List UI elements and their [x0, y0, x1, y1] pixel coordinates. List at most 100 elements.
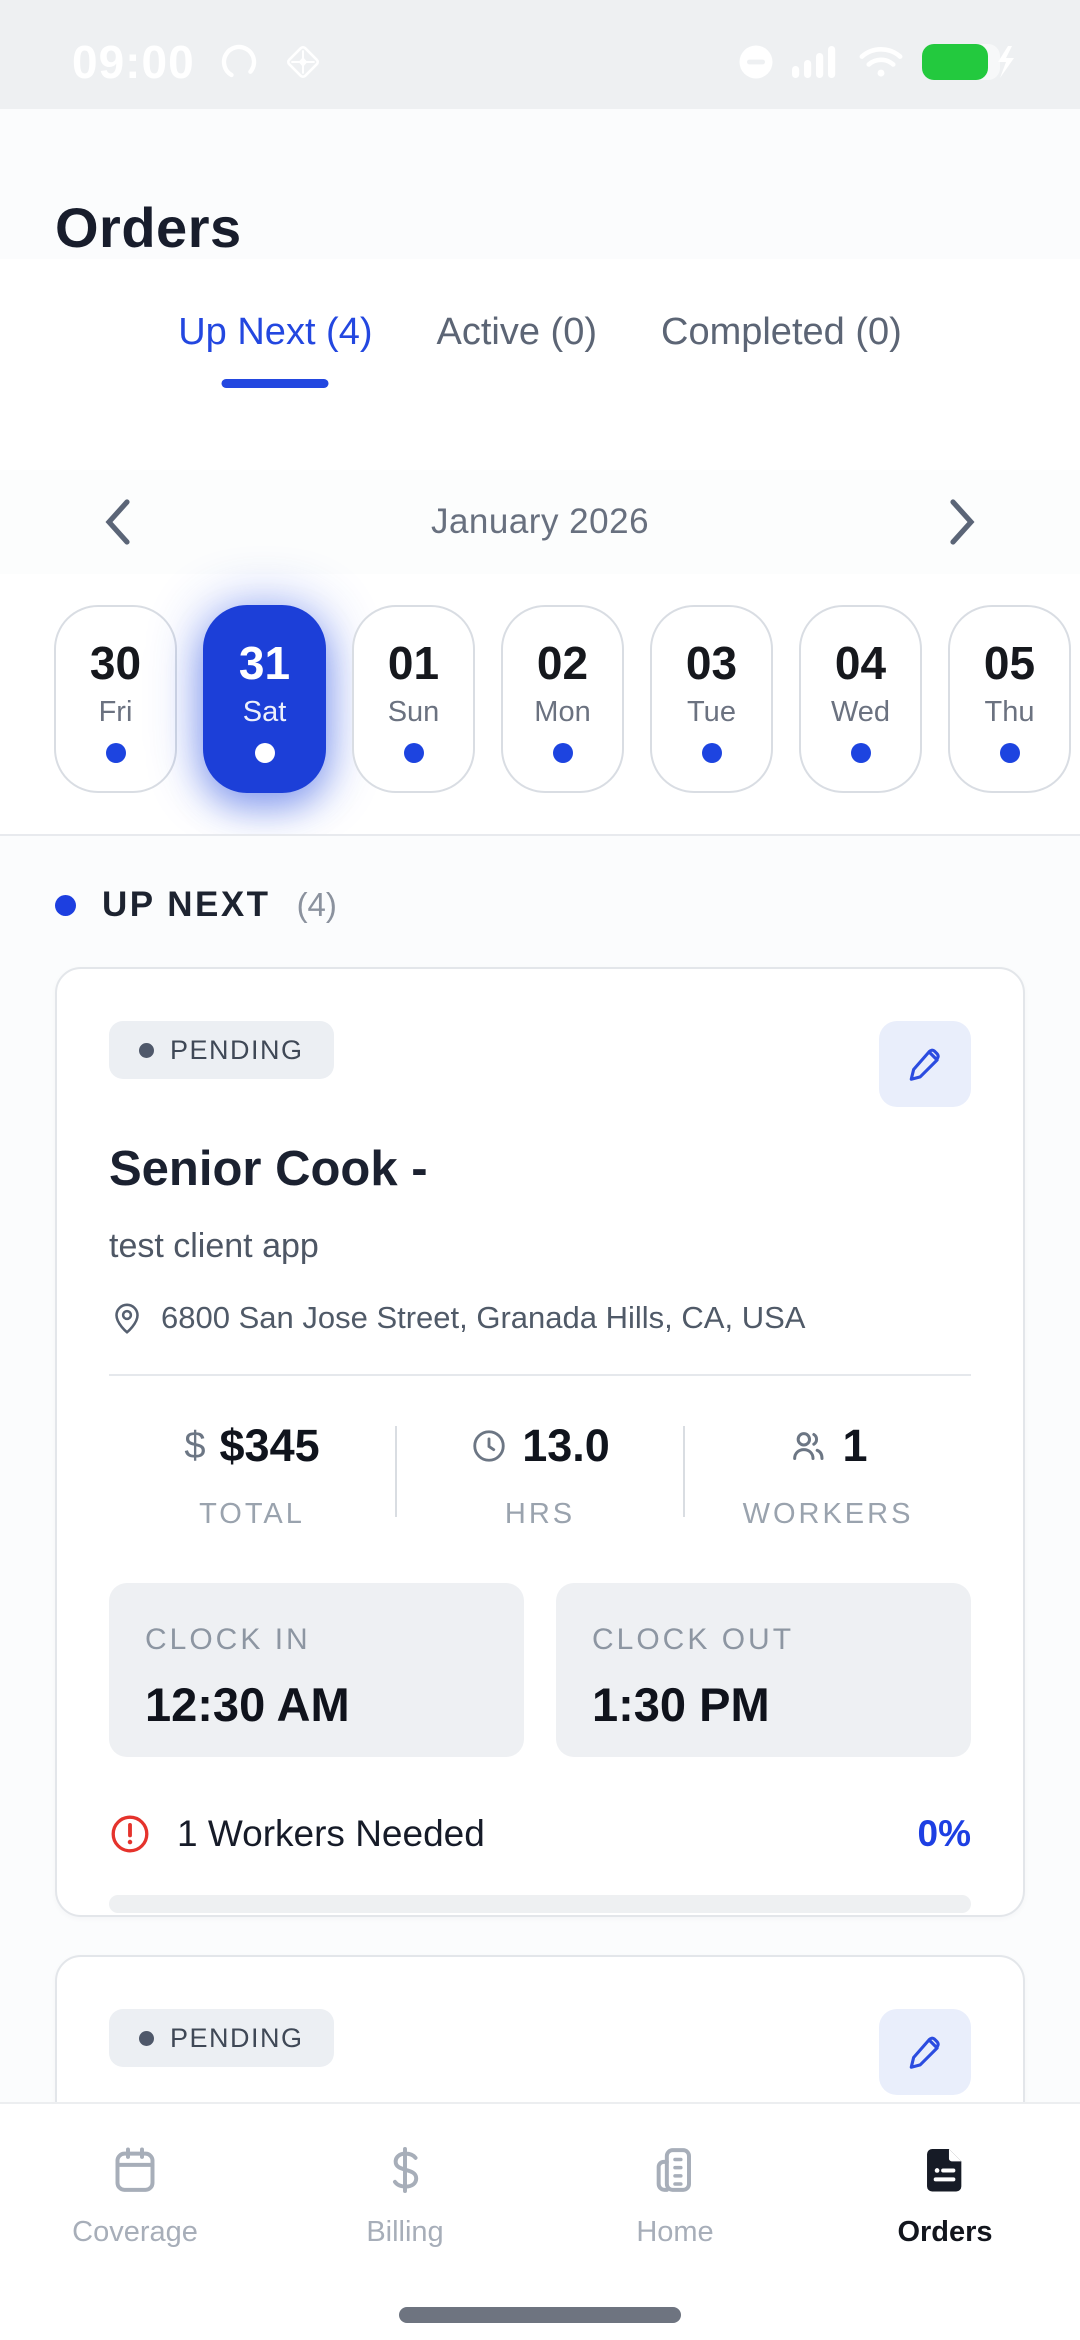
- edit-order-button[interactable]: [879, 2009, 971, 2095]
- tab-completed-label: Completed (0): [661, 311, 902, 353]
- nav-item-coverage[interactable]: Coverage: [0, 2104, 270, 2264]
- nav-label-orders: Orders: [897, 2216, 993, 2248]
- document-icon: [917, 2142, 973, 2198]
- date-pill-04[interactable]: 04 Wed: [799, 605, 922, 793]
- battery-charging-icon: [920, 40, 1020, 84]
- stat-workers: 1 WORKERS: [685, 1420, 971, 1531]
- date-dot: [999, 742, 1020, 763]
- page-title: Orders: [55, 196, 242, 259]
- nav-label-billing: Billing: [366, 2216, 444, 2248]
- prev-month-button[interactable]: [96, 496, 140, 548]
- fill-progress-bar: [109, 1895, 971, 1913]
- date-weekday: Sun: [387, 695, 440, 728]
- location-pin-icon: [109, 1300, 145, 1336]
- date-pill-31-selected[interactable]: 31 Sat: [203, 605, 326, 793]
- date-weekday: Tue: [687, 695, 736, 728]
- tab-up-next-label: Up Next (4): [178, 311, 373, 353]
- stat-separator: [683, 1426, 685, 1517]
- order-title: Senior Cook -: [109, 1142, 428, 1196]
- date-pill-30[interactable]: 30 Fri: [54, 605, 177, 793]
- order-client: test client app: [109, 1227, 319, 1265]
- date-number: 31: [238, 636, 291, 689]
- stat-hours-value: 13.0: [522, 1420, 610, 1471]
- tab-active-label: Active (0): [436, 311, 597, 353]
- stat-separator: [395, 1426, 397, 1517]
- workers-needed-text: 1 Workers Needed: [177, 1813, 485, 1854]
- clock-out-label: CLOCK OUT: [592, 1623, 795, 1656]
- dollar-icon: [377, 2142, 433, 2198]
- date-weekday: Sat: [242, 695, 287, 728]
- page-header: Orders: [0, 109, 1080, 259]
- month-navigator: January 2026: [0, 470, 1080, 574]
- month-label: January 2026: [430, 502, 650, 541]
- date-number: 30: [89, 636, 142, 689]
- date-weekday: Thu: [984, 695, 1035, 728]
- stat-total-value: $345: [219, 1420, 320, 1471]
- calendar-icon: [107, 2142, 163, 2198]
- next-month-button[interactable]: [940, 496, 984, 548]
- stat-total-label: TOTAL: [199, 1498, 305, 1530]
- pencil-icon: [909, 2036, 940, 2069]
- stat-hours: 13.0 HRS: [397, 1420, 683, 1531]
- date-dot: [701, 742, 722, 763]
- clock-icon: [470, 1427, 508, 1465]
- building-icon: [647, 2142, 703, 2198]
- order-card[interactable]: PENDING Senior Cook - test client app 68…: [55, 967, 1025, 1917]
- date-weekday: Mon: [534, 695, 591, 728]
- gem-status-icon: [283, 42, 323, 82]
- status-dot-icon: [139, 1042, 154, 1058]
- dollar-icon: $: [184, 1424, 206, 1467]
- clock-in-box: CLOCK IN 12:30 AM: [109, 1583, 524, 1757]
- section-dot-icon: [55, 894, 76, 916]
- status-badge-label: PENDING: [170, 1034, 304, 1065]
- date-weekday: Wed: [830, 695, 891, 728]
- nav-item-billing[interactable]: Billing: [270, 2104, 540, 2264]
- date-pill-01[interactable]: 01 Sun: [352, 605, 475, 793]
- clock-in-value: 12:30 AM: [145, 1678, 350, 1731]
- date-pill-02[interactable]: 02 Mon: [501, 605, 624, 793]
- date-strip: 30 Fri 31 Sat 01 Sun 02 Mon 03 Tue 04 We…: [54, 605, 1080, 793]
- nav-item-home[interactable]: Home: [540, 2104, 810, 2264]
- home-indicator[interactable]: [399, 2307, 681, 2323]
- status-badge-label: PENDING: [170, 2022, 304, 2053]
- date-number: 01: [387, 636, 440, 689]
- date-pill-03[interactable]: 03 Tue: [650, 605, 773, 793]
- stat-hours-label: HRS: [504, 1498, 576, 1530]
- tab-up-next[interactable]: Up Next (4): [178, 311, 373, 388]
- date-number: 03: [685, 636, 738, 689]
- wifi-icon: [858, 44, 904, 80]
- date-number: 02: [536, 636, 589, 689]
- sync-spinner-icon: [219, 42, 259, 82]
- alert-icon: [109, 1813, 151, 1855]
- date-dot: [850, 742, 871, 763]
- calendar-divider: [0, 834, 1080, 836]
- status-dot-icon: [139, 2030, 154, 2046]
- bottom-navigation: Coverage Billing: [0, 2102, 1080, 2340]
- tab-completed[interactable]: Completed (0): [661, 311, 902, 388]
- clock-out-value: 1:30 PM: [592, 1678, 770, 1731]
- users-icon: [788, 1426, 828, 1466]
- edit-order-button[interactable]: [879, 1021, 971, 1107]
- stat-workers-label: WORKERS: [742, 1498, 914, 1530]
- nav-label-coverage: Coverage: [72, 2216, 198, 2248]
- order-stats: $ $345 TOTAL 13.0 HRS: [109, 1420, 971, 1531]
- section-title: UP NEXT: [102, 885, 271, 924]
- status-bar: 09:00: [0, 0, 1080, 109]
- date-weekday: Fri: [98, 695, 133, 728]
- section-count: (4): [296, 886, 337, 923]
- nav-item-orders[interactable]: Orders: [810, 2104, 1080, 2264]
- date-pill-05[interactable]: 05 Thu: [948, 605, 1071, 793]
- date-number: 05: [983, 636, 1036, 689]
- status-badge: PENDING: [109, 2009, 334, 2067]
- cellular-signal-icon: [790, 44, 842, 80]
- stat-workers-value: 1: [842, 1420, 868, 1471]
- date-dot: [552, 742, 573, 763]
- nav-label-home: Home: [636, 2216, 714, 2248]
- clock-out-box: CLOCK OUT 1:30 PM: [556, 1583, 971, 1757]
- date-number: 04: [834, 636, 887, 689]
- tab-active[interactable]: Active (0): [437, 311, 597, 388]
- order-tabs: Up Next (4) Active (0) Completed (0): [0, 259, 1080, 419]
- stat-total: $ $345 TOTAL: [109, 1420, 395, 1531]
- up-next-section-header: UP NEXT (4): [55, 885, 337, 925]
